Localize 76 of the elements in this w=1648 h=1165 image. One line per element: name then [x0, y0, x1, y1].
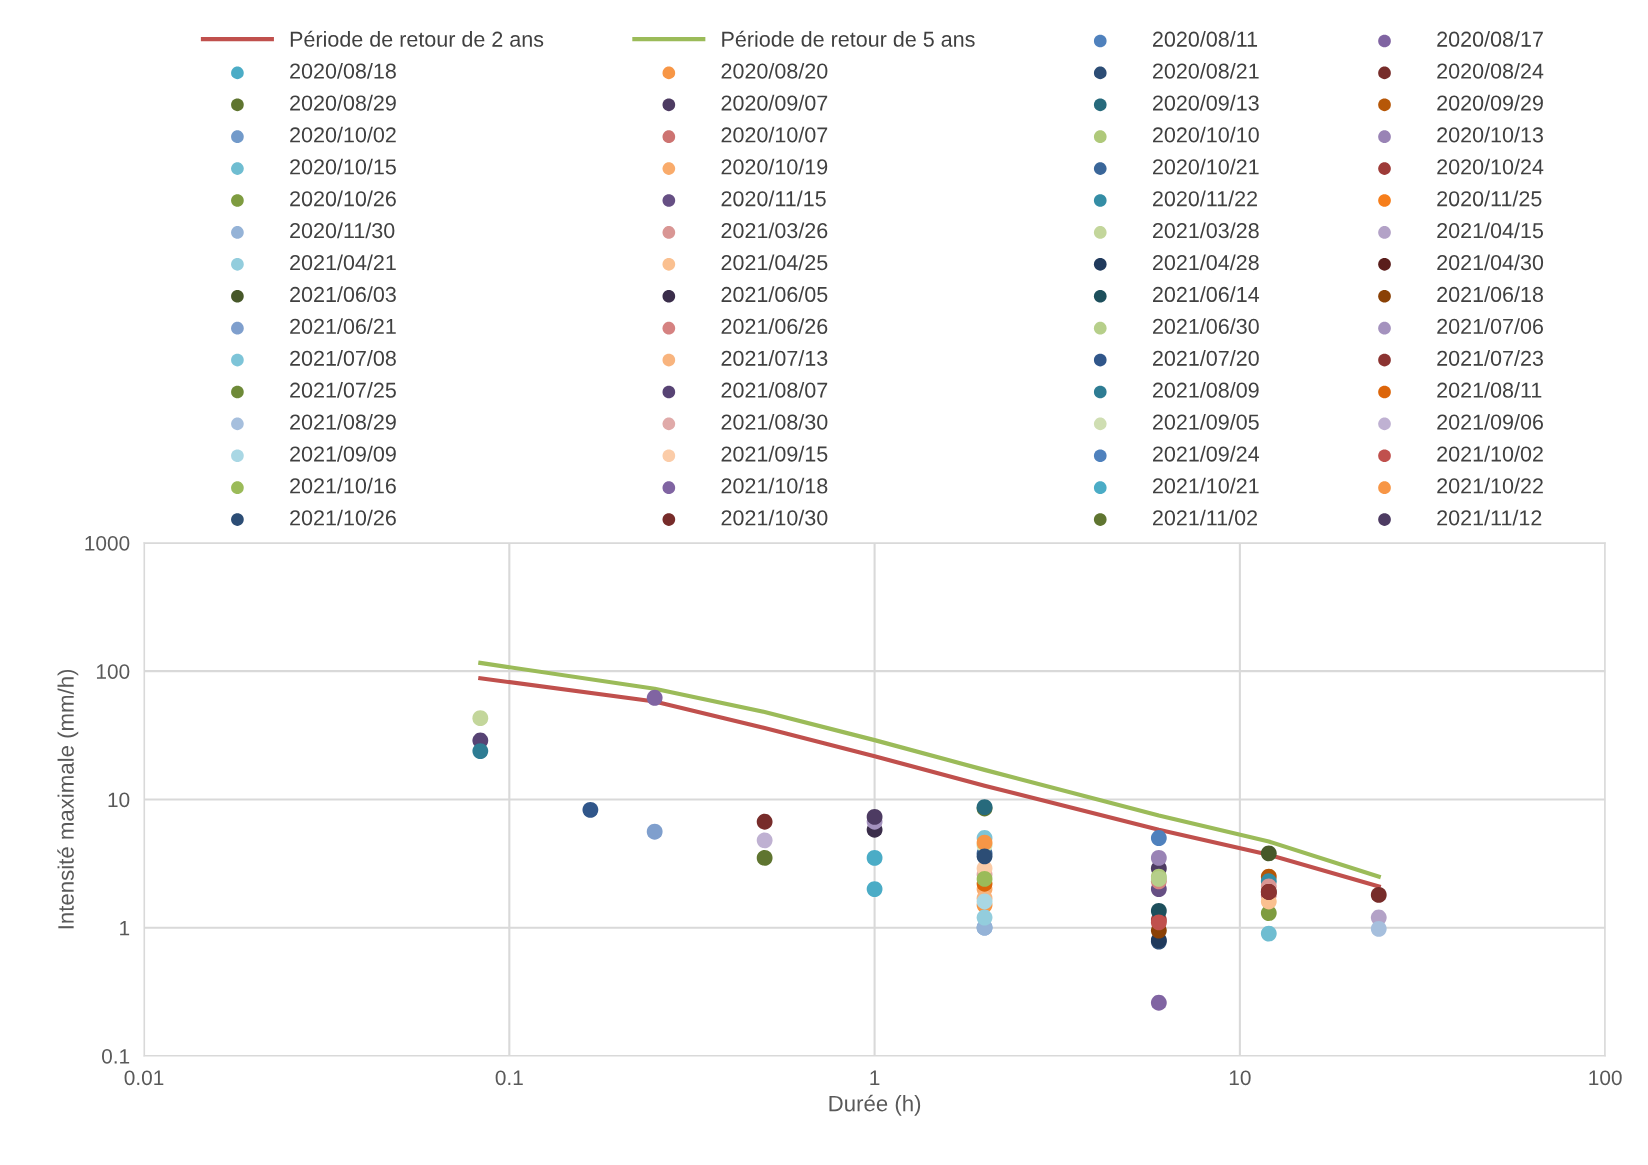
- legend-label: 2021/03/28: [1153, 222, 1259, 239]
- legend-label: 2021/09/15: [721, 445, 828, 462]
- legend-label: 2020/11/15: [721, 190, 826, 207]
- legend-label: 2021/06/30: [1153, 318, 1259, 335]
- y-tick-label: 1: [120, 920, 130, 936]
- x-tick-label: 10: [1229, 1070, 1251, 1086]
- legend-label: 2021/07/25: [290, 382, 396, 398]
- legend-label: 2021/10/22: [1437, 477, 1543, 494]
- y-tick-label: 1000: [85, 535, 130, 551]
- legend-label: 2020/10/19: [721, 158, 828, 175]
- legend-label: 2020/10/02: [290, 126, 396, 143]
- legend-label: 2020/08/17: [1437, 31, 1543, 47]
- legend-label: 2020/11/30: [290, 222, 395, 239]
- legend-label: 2021/07/23: [1437, 350, 1543, 366]
- legend-label: 2021/06/18: [1437, 286, 1543, 303]
- legend-label: 2020/08/24: [1437, 62, 1544, 79]
- legend-label: 2021/08/30: [721, 413, 828, 430]
- legend-label: 2020/09/13: [1153, 94, 1259, 111]
- legend-label: 2021/07/20: [1153, 350, 1259, 366]
- legend-label: 2021/07/08: [290, 350, 396, 366]
- legend-label: 2021/04/25: [721, 254, 828, 271]
- legend-label: 2021/06/14: [1153, 286, 1260, 303]
- x-tick-label: 1: [870, 1070, 880, 1085]
- legend-label: 2021/07/13: [721, 350, 828, 366]
- legend-label: 2020/10/21: [1153, 158, 1259, 175]
- legend-label: 2020/10/24: [1437, 158, 1544, 175]
- legend-label: 2021/04/15: [1437, 222, 1544, 239]
- legend-label: 2020/08/21: [1153, 62, 1259, 79]
- legend-label: 2021/10/02: [1437, 445, 1543, 462]
- legend-label: 2021/06/03: [290, 286, 396, 303]
- legend-label: 2021/09/05: [1153, 413, 1259, 430]
- legend-label: Période de retour de 2 ans: [290, 30, 544, 47]
- legend-label: 2021/08/07: [721, 382, 828, 398]
- legend-label: 2021/06/26: [721, 318, 828, 335]
- legend-label: 2021/04/30: [1437, 254, 1544, 271]
- legend-label: 2021/07/06: [1437, 318, 1543, 335]
- legend-label: 2021/10/16: [290, 477, 396, 494]
- x-tick-label: 100: [1589, 1070, 1622, 1086]
- legend-label: 2020/08/18: [290, 62, 396, 79]
- legend-label: 2021/09/09: [290, 445, 396, 462]
- legend-label: 2020/11/22: [1153, 190, 1257, 207]
- legend-label: 2021/06/21: [290, 318, 396, 335]
- legend-label: 2021/11/02: [1153, 509, 1257, 526]
- legend-label: 2021/09/06: [1437, 413, 1543, 430]
- legend-label: 2020/10/26: [290, 190, 396, 207]
- legend-label: 2021/10/26: [290, 509, 396, 526]
- legend-label: 2021/10/18: [721, 477, 828, 494]
- legend-label: 2020/08/29: [290, 94, 396, 111]
- legend-label: 2021/08/29: [290, 413, 396, 430]
- legend-label: 2021/06/05: [721, 286, 828, 303]
- legend-label: 2020/08/11: [1153, 31, 1258, 47]
- y-tick-label: 100: [96, 664, 130, 679]
- legend-label: 2021/04/28: [1153, 254, 1259, 271]
- legend-label: 2021/08/11: [1437, 382, 1542, 398]
- legend-label: 2021/10/21: [1153, 477, 1259, 494]
- y-axis-title: Intensité maximale (mm/h): [57, 669, 79, 929]
- legend-label: 2020/09/07: [721, 94, 828, 111]
- legend-label: 2021/11/12: [1437, 509, 1542, 526]
- legend-label: 2020/10/10: [1153, 126, 1259, 143]
- legend-label: 2020/09/29: [1437, 94, 1543, 111]
- legend-label: Période de retour de 5 ans: [722, 30, 975, 47]
- y-tick-label: 0.1: [102, 1048, 130, 1064]
- legend-label: 2021/03/26: [721, 222, 828, 239]
- x-tick-label: 0.01: [124, 1070, 164, 1086]
- x-tick-label: 0.1: [495, 1070, 523, 1086]
- legend-label: 2021/10/30: [721, 509, 828, 526]
- legend-label: 2020/10/15: [290, 158, 396, 175]
- legend-label: 2020/11/25: [1437, 190, 1542, 207]
- legend-label: 2021/04/21: [290, 254, 396, 271]
- legend-label: 2020/10/07: [721, 126, 828, 143]
- x-axis-title: Durée (h): [829, 1094, 921, 1116]
- legend-label: 2020/08/20: [721, 62, 828, 79]
- y-tick-label: 10: [108, 792, 130, 808]
- legend-label: 2021/08/09: [1153, 382, 1259, 398]
- legend-label: 2020/10/13: [1437, 126, 1543, 143]
- legend-label: 2021/09/24: [1153, 445, 1260, 462]
